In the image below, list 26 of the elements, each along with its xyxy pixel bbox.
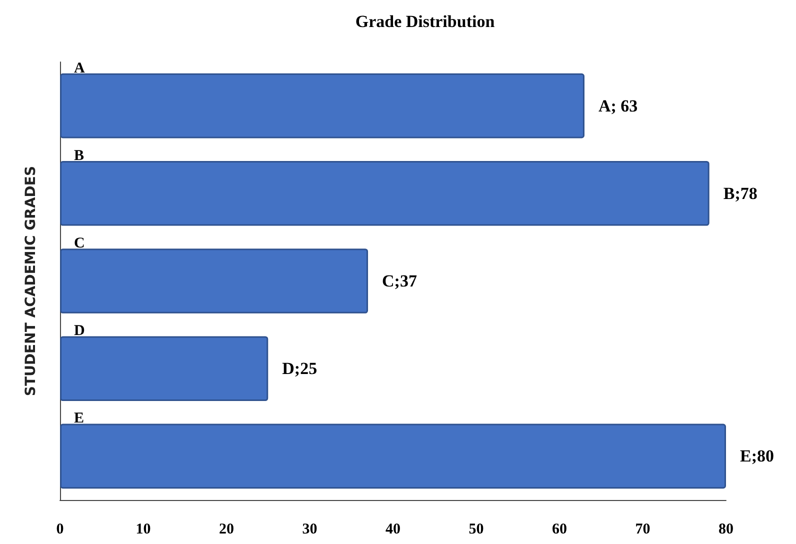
bar	[60, 424, 726, 489]
bar	[60, 73, 584, 138]
bar	[60, 248, 368, 314]
data-label: E;80	[740, 446, 774, 466]
x-tick-label: 30	[302, 522, 318, 538]
data-label: A; 63	[598, 96, 638, 116]
bar	[60, 160, 710, 226]
y-tick-label: E	[74, 410, 84, 427]
x-tick-label: 70	[635, 522, 650, 538]
y-tick-label: C	[74, 236, 85, 252]
y-tick-label: A	[74, 60, 85, 76]
x-tick-label: 10	[136, 522, 151, 538]
data-label: C;37	[382, 272, 418, 290]
x-tick-label: 0	[56, 522, 64, 538]
data-label: B;78	[723, 184, 758, 203]
x-tick-label: 40	[386, 522, 400, 538]
y-tick-label: B	[74, 148, 84, 164]
y-axis-title: STUDENT ACADEMIC GRADES	[23, 166, 39, 396]
x-tick-label: 20	[219, 522, 234, 538]
x-tick-label: 60	[552, 522, 567, 538]
data-label: D;25	[282, 359, 318, 378]
y-tick-label: D	[74, 323, 85, 340]
bar	[60, 336, 268, 402]
x-tick-label: 50	[468, 522, 484, 538]
x-tick-label: 80	[718, 522, 734, 538]
chart-title: Grade Distribution	[355, 12, 496, 31]
